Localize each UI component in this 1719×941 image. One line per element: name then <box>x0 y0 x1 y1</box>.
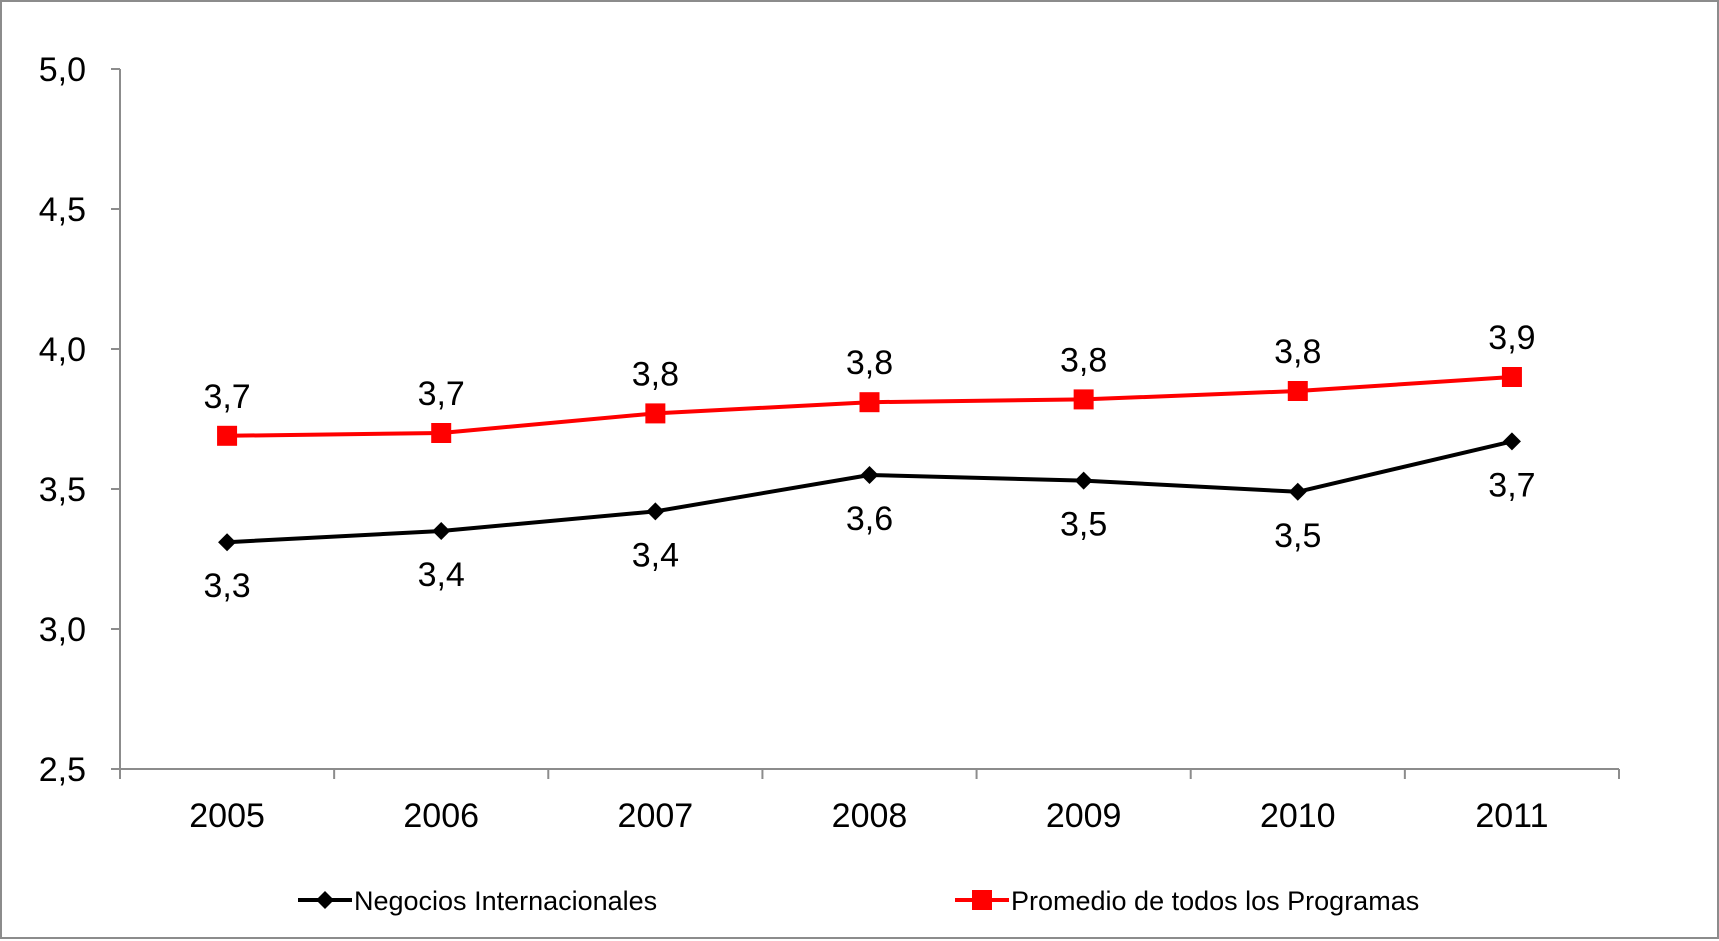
y-tick-label: 4,5 <box>39 191 86 229</box>
x-tick-label: 2005 <box>189 797 265 835</box>
x-tick-label: 2011 <box>1475 797 1548 835</box>
data-label: 3,8 <box>1060 341 1107 379</box>
legend-marker <box>316 891 334 909</box>
data-label: 3,9 <box>1488 319 1535 357</box>
data-point <box>432 522 451 540</box>
legend-label: Negocios Internacionales <box>354 886 657 916</box>
data-label: 3,6 <box>846 500 893 538</box>
x-tick-label: 2008 <box>832 797 908 835</box>
data-label: 3,4 <box>418 556 465 594</box>
data-label: 3,7 <box>1488 466 1535 504</box>
data-label: 3,5 <box>1274 517 1321 555</box>
data-point <box>1073 389 1094 410</box>
y-tick-label: 3,5 <box>39 471 86 509</box>
y-tick-label: 5,0 <box>39 51 86 89</box>
legend-label: Promedio de todos los Programas <box>1011 886 1419 916</box>
data-label: 3,5 <box>1060 506 1107 544</box>
data-point <box>646 502 665 521</box>
data-label: 3,8 <box>846 344 893 382</box>
legend-marker <box>972 890 992 910</box>
data-label: 3,7 <box>203 378 250 416</box>
data-label: 3,8 <box>1274 333 1321 371</box>
data-point <box>1288 482 1307 501</box>
data-label: 3,4 <box>632 536 679 574</box>
y-tick-label: 2,5 <box>39 751 86 789</box>
data-point <box>1502 432 1521 451</box>
data-point <box>431 423 452 443</box>
data-point <box>1501 367 1522 387</box>
x-tick-label: 2010 <box>1260 797 1336 835</box>
data-label: 3,7 <box>418 375 465 413</box>
data-label: 3,8 <box>632 355 679 393</box>
data-label: 3,3 <box>203 567 250 605</box>
data-point <box>860 466 879 484</box>
x-tick-label: 2009 <box>1046 797 1122 835</box>
data-point <box>1074 471 1093 490</box>
y-tick-label: 3,0 <box>39 611 86 649</box>
data-point <box>217 425 238 446</box>
data-point <box>218 533 237 552</box>
data-point <box>645 403 666 424</box>
x-tick-label: 2007 <box>618 797 694 835</box>
data-point <box>859 392 880 413</box>
data-point <box>1287 381 1308 401</box>
x-tick-label: 2006 <box>403 797 479 835</box>
y-tick-label: 4,0 <box>39 331 86 369</box>
